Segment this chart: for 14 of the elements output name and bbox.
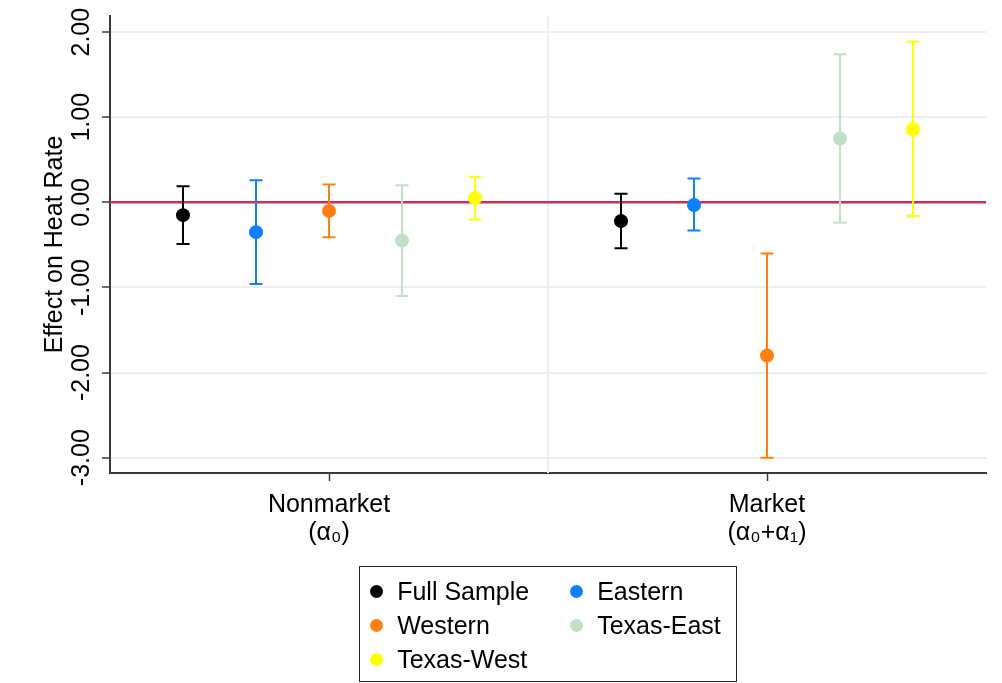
legend-label: Texas-West [397,644,528,674]
y-tick-label: 2.00 [65,7,94,57]
y-tick-label: 0.00 [65,178,94,227]
legend-label: Western [397,610,490,640]
x-tick-label: Market (α₀+α₁) [727,488,807,545]
x-tick-label: Nonmarket (α₀) [267,488,391,545]
legend-label: Texas-East [597,610,721,640]
legend-label: Full Sample [397,576,530,606]
y-axis-title: Effect on Heat Rate [38,135,67,354]
y-tick-label: -1.00 [65,258,94,316]
legend-label: Eastern [597,576,684,606]
y-tick-label: -3.00 [65,429,94,487]
y-tick-label: -2.00 [65,344,94,402]
y-tick-label: 1.00 [65,92,94,142]
